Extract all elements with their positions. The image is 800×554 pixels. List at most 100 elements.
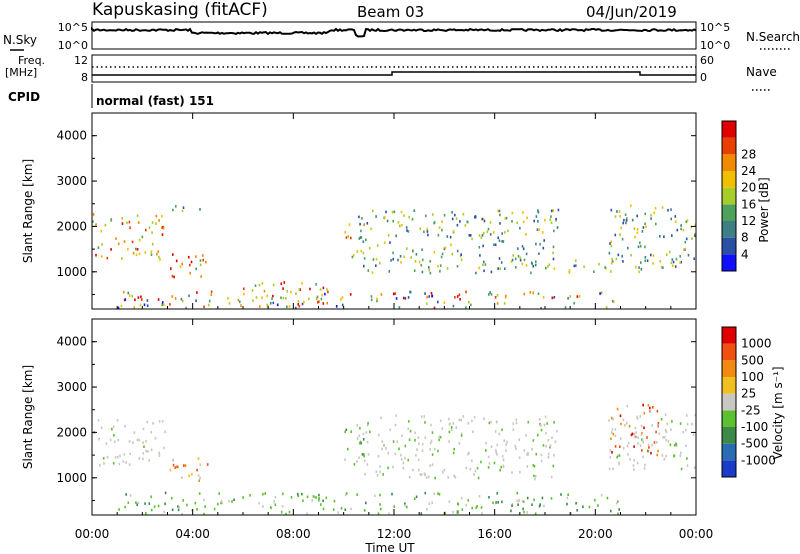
echo-cell (112, 462, 115, 465)
echo-cell (207, 303, 210, 307)
echo-cell (318, 493, 320, 497)
echo-cell (143, 303, 146, 307)
echo-cell (647, 449, 650, 453)
echo-cell (332, 508, 335, 511)
echo-cell (517, 503, 519, 506)
colorbar-segment (722, 221, 736, 238)
echo-cell (557, 208, 560, 212)
echo-cell (614, 233, 617, 237)
echo-cell (117, 438, 120, 442)
echo-cell (395, 414, 397, 417)
echo-cell (614, 428, 617, 431)
echo-cell (610, 240, 613, 243)
echo-cell (639, 241, 641, 245)
echo-cell (157, 298, 160, 301)
echo-cell (129, 452, 131, 456)
echo-cell (500, 261, 503, 264)
echo-cell (440, 255, 443, 259)
echo-cell (512, 428, 515, 431)
echo-cell (640, 433, 643, 436)
echo-cell (622, 221, 624, 225)
echo-cell (392, 440, 395, 443)
nsky-frame (91, 21, 697, 50)
echo-cell (667, 208, 669, 212)
echo-cell (375, 215, 377, 218)
echo-cell (123, 240, 126, 243)
colorbar-tick-label: 16 (741, 197, 756, 211)
echo-cell (349, 293, 352, 296)
echo-cell (359, 222, 361, 226)
echo-cell (671, 264, 674, 267)
echo-cell (685, 220, 688, 224)
echo-cell (412, 468, 414, 472)
echo-cell (156, 252, 158, 256)
colorbar-segment (722, 443, 736, 461)
echo-cell (481, 217, 484, 221)
echo-cell (124, 424, 126, 428)
echo-cell (628, 424, 631, 428)
echo-cell (423, 230, 425, 234)
echo-cell (148, 502, 151, 505)
echo-cell (341, 296, 344, 299)
echo-cell (649, 410, 652, 413)
freq-frame (91, 54, 697, 83)
echo-cell (475, 506, 477, 510)
echo-cell (532, 464, 535, 467)
echo-cell (610, 437, 612, 441)
echo-cell (675, 443, 678, 446)
echo-cell (282, 287, 284, 290)
echo-cell (437, 492, 439, 495)
echo-cell (487, 466, 490, 469)
echo-cell (496, 294, 499, 297)
echo-cell (679, 255, 681, 258)
echo-cell (456, 223, 459, 227)
echo-cell (578, 295, 581, 298)
echo-cell (646, 436, 648, 439)
echo-cell (392, 251, 394, 255)
echo-cell (169, 303, 171, 306)
echo-cell (539, 242, 541, 246)
colorbar-frame (721, 326, 737, 478)
echo-cell (569, 295, 571, 298)
echo-cell (538, 418, 541, 421)
echo-cell (615, 257, 618, 261)
echo-cell (280, 296, 282, 300)
echo-cell (673, 454, 675, 458)
echo-cell (489, 233, 492, 236)
echo-cell (610, 270, 612, 273)
echo-cell (129, 494, 132, 497)
echo-cell (376, 299, 378, 303)
echo-cell (199, 208, 201, 211)
echo-cell (177, 508, 180, 512)
echo-cell (468, 301, 470, 304)
echo-cell (138, 457, 141, 460)
echo-cell (137, 501, 140, 505)
echo-cell (452, 304, 455, 308)
echo-cell (161, 303, 163, 307)
echo-cell (433, 306, 436, 310)
colorbar-tick-label: 4 (741, 247, 749, 261)
echo-cell (548, 263, 551, 266)
power-colorbar-label: Power [dB] (757, 177, 771, 242)
echo-cell (135, 501, 137, 504)
echo-cell (526, 496, 529, 500)
echo-cell (597, 504, 599, 507)
echo-cell (447, 476, 449, 479)
echo-cell (430, 439, 433, 443)
echo-cell (471, 237, 473, 241)
echo-cell (131, 240, 134, 244)
echo-cell (617, 454, 619, 457)
echo-cell (693, 466, 696, 469)
echo-cell (612, 467, 614, 471)
echo-cell (191, 508, 193, 512)
echo-cell (636, 461, 639, 465)
echo-cell (460, 258, 463, 261)
echo-cell (443, 468, 446, 472)
echo-cell (147, 450, 149, 453)
echo-cell (547, 452, 550, 456)
echo-cell (407, 427, 410, 430)
echo-cell (113, 434, 115, 437)
echo-cell (413, 497, 416, 500)
echo-cell (575, 501, 577, 505)
echo-cell (488, 421, 491, 425)
